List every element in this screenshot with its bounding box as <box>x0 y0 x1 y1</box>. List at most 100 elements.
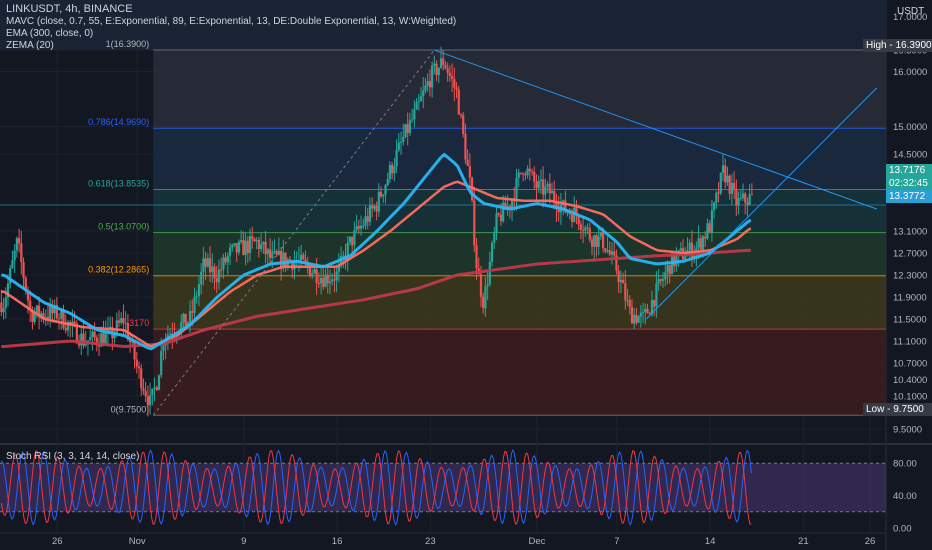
candle <box>588 228 591 240</box>
candle <box>333 279 336 281</box>
stoch-rsi-title[interactable]: Stoch RSI (3, 3, 14, 14, close) <box>6 451 140 462</box>
candle <box>653 300 656 307</box>
candle <box>237 241 241 253</box>
candle <box>89 337 92 341</box>
candle <box>300 254 303 261</box>
candle <box>377 191 380 212</box>
candle <box>195 296 198 298</box>
candle <box>719 172 722 194</box>
candle <box>224 257 227 263</box>
stoch-rsi-d-line <box>0 449 752 525</box>
last-price-label: 13.7176 <box>886 164 932 177</box>
candle <box>197 284 201 297</box>
ema-value-label: 13.3772 <box>886 190 932 203</box>
candle <box>408 120 412 133</box>
candle <box>468 165 471 178</box>
candle <box>517 172 520 179</box>
price-tick-label: 14.5000 <box>893 150 927 161</box>
fib-zone <box>153 50 887 129</box>
candle <box>570 214 574 222</box>
candle <box>140 368 143 389</box>
candle <box>442 58 445 65</box>
candle <box>215 278 218 283</box>
candle <box>15 238 18 251</box>
candle <box>499 214 503 222</box>
candle <box>26 290 30 301</box>
price-tick-label: 13.1000 <box>893 227 927 238</box>
candle <box>355 225 358 231</box>
candle <box>186 322 189 326</box>
candle <box>535 181 538 189</box>
price-tick-label: 10.1000 <box>893 392 927 403</box>
candle <box>577 215 580 225</box>
candle <box>6 283 10 298</box>
candle <box>486 284 489 287</box>
mavc-indicator-legend[interactable]: MAVC (close, 0.7, 55, E:Exponential, 89,… <box>6 16 457 27</box>
candle <box>550 191 554 194</box>
candle <box>246 240 249 254</box>
candle <box>131 341 134 343</box>
candle <box>746 202 749 205</box>
candle <box>240 239 243 242</box>
candle <box>357 225 360 229</box>
candle <box>146 396 149 406</box>
candle <box>713 202 716 211</box>
candle <box>586 227 589 229</box>
candle <box>75 323 78 344</box>
candle <box>426 81 429 86</box>
candle <box>66 321 70 331</box>
candle <box>641 311 645 313</box>
candle <box>353 230 356 246</box>
candle <box>413 109 416 120</box>
candle <box>17 238 21 244</box>
fib-level-label: 0.5(13.0700) <box>98 222 149 232</box>
candle <box>142 388 145 391</box>
candle <box>537 180 540 189</box>
candle <box>411 119 414 121</box>
candle <box>422 90 425 97</box>
candle <box>260 244 263 249</box>
candle <box>155 387 158 391</box>
candle <box>375 205 378 212</box>
candle <box>437 67 440 76</box>
candle <box>557 209 560 213</box>
candle <box>708 223 711 233</box>
candle <box>262 241 265 245</box>
candle <box>288 259 292 261</box>
candle <box>282 252 285 268</box>
candle <box>13 250 16 261</box>
candle <box>635 314 638 323</box>
candle <box>273 251 276 253</box>
candle <box>419 96 423 102</box>
candle <box>542 179 545 195</box>
candle <box>362 225 365 227</box>
candle <box>402 137 405 142</box>
candle <box>431 65 434 88</box>
candle <box>113 332 116 339</box>
candle <box>200 271 203 285</box>
candle <box>44 316 47 318</box>
candle <box>213 266 216 279</box>
candle <box>510 199 514 210</box>
candle <box>446 68 449 73</box>
candle <box>208 258 212 273</box>
candle <box>704 236 707 239</box>
candle <box>124 323 127 325</box>
candle <box>211 266 214 273</box>
time-tick-label: 9 <box>241 536 246 547</box>
candle <box>610 251 614 255</box>
candle <box>519 172 523 174</box>
candle <box>322 277 325 287</box>
candle <box>637 316 640 323</box>
candle <box>490 242 494 262</box>
candle <box>533 171 536 182</box>
candle <box>29 300 32 311</box>
fib-level-label: 3170 <box>129 318 149 328</box>
candle <box>217 269 221 283</box>
ema-mid-line <box>1 180 752 348</box>
candle <box>248 236 252 254</box>
zema-indicator-legend[interactable]: ZEMA (20) <box>6 40 54 51</box>
ema-indicator-legend[interactable]: EMA (300, close, 0) <box>6 28 94 39</box>
candle <box>144 390 147 397</box>
